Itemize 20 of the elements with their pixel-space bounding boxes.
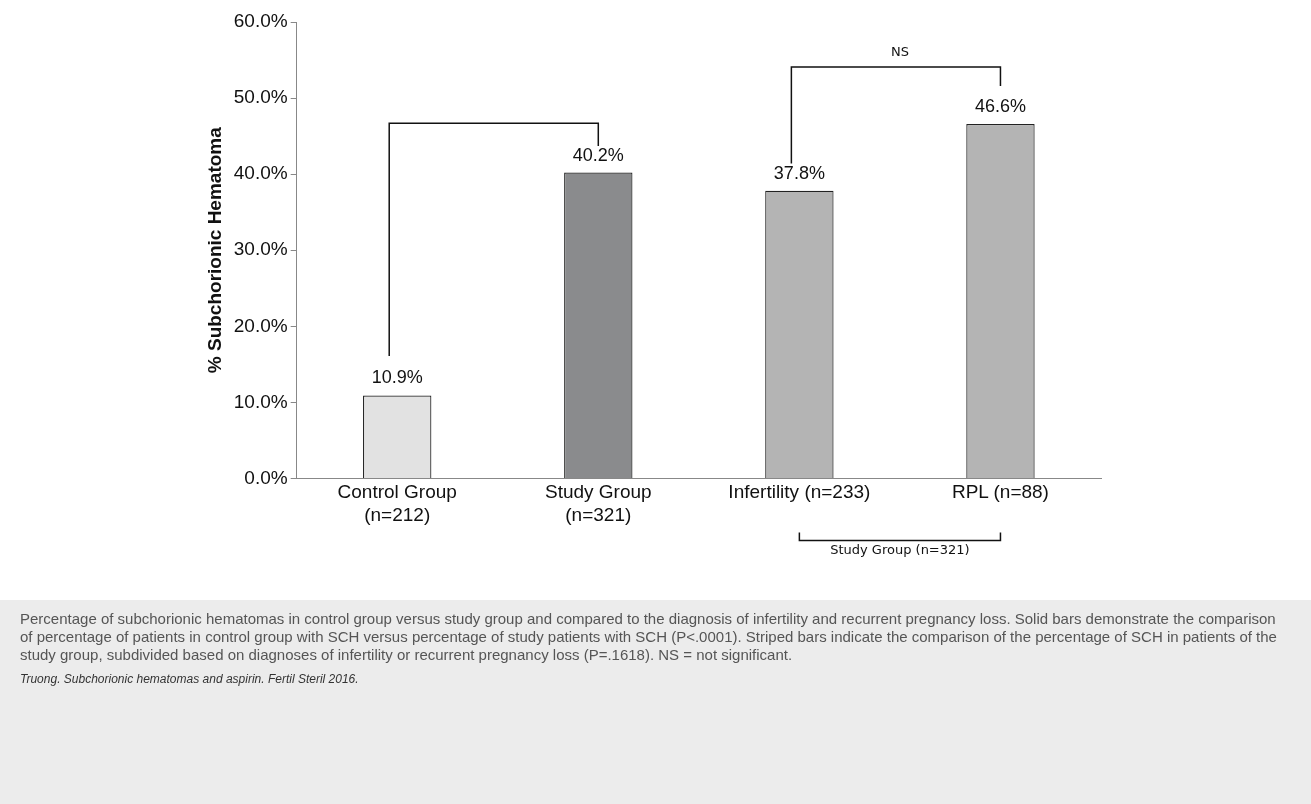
y-tick-label: 30.0% <box>233 238 288 260</box>
x-tick-label: Control Group (n=212) <box>337 481 457 525</box>
y-tick-label: 0.0% <box>244 466 288 488</box>
y-tick-label: 60.0% <box>233 10 288 32</box>
text: Percentage of subchorionic hematomas in control group versus study group and compared to the diagnosis of infertility and recurrent pregnancy loss. Solid bars demonstrate the comparison of percentage of patients in control group with SCH versus percentage of study patients with SCH (P<.0001). Striped bars indicate the comparison of the percentage of SCH in patients of the study group, subdivided based on diagnoses of infertility or recurrent pregnancy loss (P=.1618). NS = not significant. <box>19 609 1278 664</box>
data-label: 10.9% <box>371 367 423 388</box>
x-tick-label: Study Group (n=321) <box>544 481 652 525</box>
x-tick-label: RPL (n=88) <box>951 481 1049 503</box>
y-axis-title: % Subchorionic Hematoma <box>203 126 225 374</box>
text: Truong. Subchorionic hematomas and aspirin. Fertil Steril 2016. <box>19 671 360 688</box>
data-label: 46.6% <box>974 95 1026 116</box>
y-tick-label: 20.0% <box>233 314 288 336</box>
y-tick-label: 10.0% <box>233 390 288 412</box>
y-tick-label: 50.0% <box>233 86 288 108</box>
annotation: NS <box>890 43 909 59</box>
x-tick-label: Infertility (n=233) <box>728 481 871 503</box>
y-tick-label: 40.0% <box>233 162 288 184</box>
data-label: 40.2% <box>572 144 624 165</box>
data-label: 37.8% <box>773 162 825 183</box>
text: Study Group (n=321) <box>830 542 970 558</box>
